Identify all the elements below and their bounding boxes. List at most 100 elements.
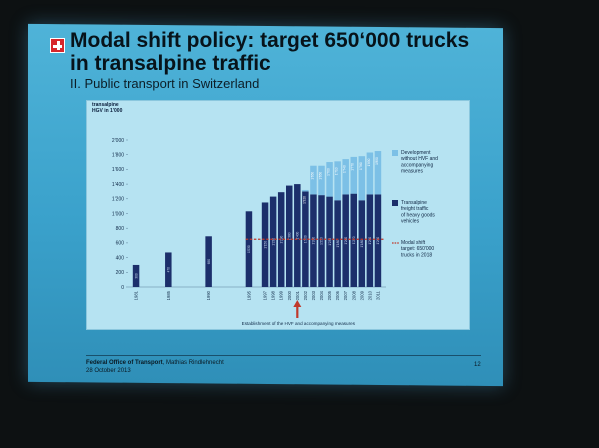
x-tick-label: 2000 xyxy=(287,290,292,300)
data-label-development: 1'780 xyxy=(359,162,363,170)
y-tick-label: 2'000 xyxy=(112,138,124,144)
data-label-development: 1'650 xyxy=(310,172,314,180)
y-tick-label: 1'600 xyxy=(112,167,124,173)
bar-development-2009 xyxy=(358,156,366,201)
data-label-hgv: 1'260 xyxy=(368,237,372,245)
legend-label: Transalpine freight traffic of heavy goods… xyxy=(401,200,435,225)
y-axis-label: transalpine HGV in 1'000 xyxy=(92,102,123,114)
data-label-development: 1'320 xyxy=(302,196,306,204)
data-label-hgv: 1'270 xyxy=(352,236,356,244)
data-label-development: 1'850 xyxy=(375,157,379,165)
bar-hgv-2008 xyxy=(350,193,357,287)
data-label-hgv: 1'230 xyxy=(271,238,275,246)
x-tick-label: 1985 xyxy=(166,290,171,300)
data-label-development: 1'740 xyxy=(343,165,347,173)
data-label-hgv: 1'030 xyxy=(247,245,251,253)
data-label-hgv: 1'380 xyxy=(287,232,291,240)
x-tick-label: 1998 xyxy=(271,290,276,300)
footer-separator: , xyxy=(162,360,167,366)
slide-title: Modal shift policy: target 650‘000 truck… xyxy=(70,29,470,75)
x-tick-label: 2009 xyxy=(359,290,364,300)
x-tick-label: 2011 xyxy=(375,290,380,300)
bar-development-2004 xyxy=(318,165,325,196)
bar-development-2003 xyxy=(310,165,317,195)
x-tick-label: 2003 xyxy=(311,290,316,300)
data-label-hgv: 300 xyxy=(134,273,138,279)
x-tick-label: 1997 xyxy=(263,290,268,300)
x-tick-label: 2002 xyxy=(303,290,308,300)
y-tick-label: 200 xyxy=(116,270,125,276)
bar-hgv-2000 xyxy=(286,185,293,287)
data-label-hgv: 1'260 xyxy=(344,237,348,245)
footer-author: Mathias Rindlehnecht xyxy=(166,360,224,366)
legend-swatch xyxy=(392,200,398,206)
bar-hgv-1995 xyxy=(245,211,253,287)
page-number: 12 xyxy=(474,362,481,368)
x-tick-label: 2007 xyxy=(343,290,348,300)
data-label-hgv: 1'180 xyxy=(336,240,340,248)
data-label-hgv: 470 xyxy=(167,267,171,273)
bar-hgv-2001 xyxy=(294,184,301,287)
y-tick-label: 800 xyxy=(116,226,125,232)
bar-hgv-1985 xyxy=(165,252,172,287)
footer-divider xyxy=(86,355,481,356)
bar-hgv-2010 xyxy=(366,194,374,287)
x-tick-label: 1999 xyxy=(279,290,284,300)
y-tick-label: 1'000 xyxy=(112,211,124,217)
x-tick-label: 2005 xyxy=(327,290,332,300)
data-label-hgv: 690 xyxy=(207,259,211,265)
legend-swatch xyxy=(392,150,398,156)
bar-hgv-1999 xyxy=(277,192,285,287)
data-label-hgv: 1'260 xyxy=(312,237,316,245)
x-tick-label: 2010 xyxy=(367,290,372,300)
x-tick-label: 2004 xyxy=(319,290,324,300)
bar-hgv-2006 xyxy=(334,200,341,287)
x-tick-label: 2006 xyxy=(335,290,340,300)
bar-hgv-1997 xyxy=(261,202,269,287)
data-label-hgv: 1'260 xyxy=(376,237,380,245)
footer-date: 28 October 2013 xyxy=(86,368,131,374)
bar-hgv-2007 xyxy=(342,194,349,287)
annotation-arrow-head xyxy=(293,300,302,307)
data-label-development: 1'830 xyxy=(367,158,371,166)
bar-development-2002 xyxy=(302,189,309,192)
data-label-hgv: 1'290 xyxy=(279,236,283,244)
swiss-cross-icon xyxy=(50,38,65,53)
legend-label: Development without HVF and accompanying me… xyxy=(401,150,438,175)
y-tick-label: 1'200 xyxy=(112,197,124,203)
data-label-development: 1'700 xyxy=(327,168,331,176)
data-label-hgv: 1'250 xyxy=(320,237,324,245)
slide-subtitle: II. Public transport in Switzerland xyxy=(70,76,260,91)
y-tick-label: 600 xyxy=(116,241,125,247)
data-label-hgv: 1'400 xyxy=(296,231,300,239)
x-tick-label: 1990 xyxy=(206,290,211,300)
y-tick-label: 1'800 xyxy=(112,153,124,159)
bar-development-2011 xyxy=(374,151,382,195)
footer-org-name: Federal Office of Transport xyxy=(86,360,163,366)
data-label-hgv: 1'180 xyxy=(360,240,364,248)
bar-hgv-2004 xyxy=(318,195,325,287)
y-tick-label: 1'400 xyxy=(112,182,124,188)
bar-hgv-2011 xyxy=(374,194,382,287)
y-tick-label: 400 xyxy=(116,255,125,261)
x-tick-label: 1995 xyxy=(246,290,251,300)
bar-development-2006 xyxy=(334,161,341,201)
data-label-hgv: 1'230 xyxy=(328,238,332,246)
bar-hgv-2009 xyxy=(358,200,366,287)
legend-label: Modal shift target: 650'000 trucks in 2018 xyxy=(401,240,434,258)
bar-development-2008 xyxy=(350,156,357,194)
bar-hgv-2003 xyxy=(310,194,317,287)
bar-development-2007 xyxy=(342,159,349,195)
data-label-development: 1'770 xyxy=(351,163,355,171)
x-tick-label: 2001 xyxy=(295,290,300,300)
bar-development-2005 xyxy=(326,162,333,197)
data-label-development: 1'650 xyxy=(319,172,323,180)
bar-development-2010 xyxy=(366,152,374,195)
data-label-hgv: 1'150 xyxy=(263,241,267,249)
x-tick-label: 2008 xyxy=(351,290,356,300)
bar-hgv-2005 xyxy=(326,196,333,287)
bar-hgv-1990 xyxy=(205,236,212,287)
y-tick-label: 0 xyxy=(121,285,124,291)
footer-organization: Federal Office of Transport, Mathias Rin… xyxy=(86,360,224,366)
